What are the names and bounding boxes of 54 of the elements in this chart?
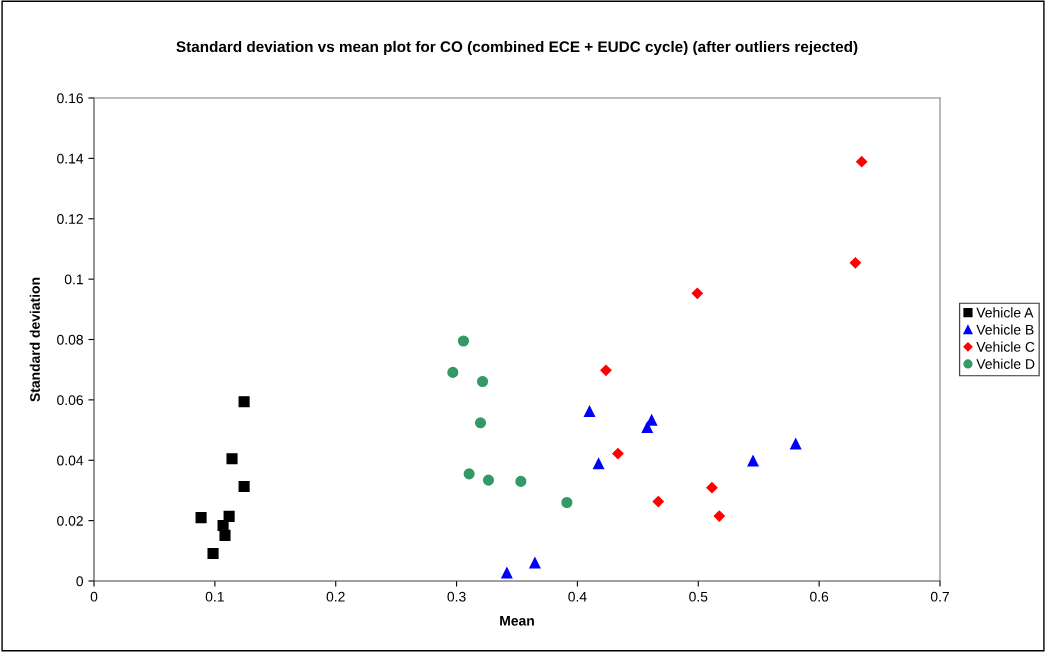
point bbox=[238, 480, 250, 493]
point bbox=[476, 375, 489, 388]
point bbox=[646, 414, 658, 426]
point bbox=[652, 496, 664, 508]
point bbox=[447, 366, 459, 378]
x-tick-label: 0.7 bbox=[930, 591, 949, 602]
point bbox=[457, 335, 470, 347]
point bbox=[849, 257, 862, 269]
x-axis-title: Mean bbox=[500, 615, 534, 626]
legend-label: Vehicle B bbox=[976, 324, 1034, 335]
point bbox=[223, 510, 235, 522]
y-tick-label: 0.06 bbox=[57, 395, 83, 406]
x-tick-label: 0 bbox=[90, 591, 98, 602]
point bbox=[226, 453, 238, 465]
legend-label: Vehicle D bbox=[976, 358, 1035, 369]
point bbox=[583, 405, 596, 417]
y-tick-label: 0.1 bbox=[64, 274, 83, 285]
point bbox=[790, 438, 802, 450]
point bbox=[482, 474, 495, 486]
point bbox=[706, 482, 718, 494]
y-tick-label: 0.04 bbox=[57, 455, 84, 466]
x-tick-label: 0.1 bbox=[205, 591, 224, 602]
x-tick-label: 0.4 bbox=[568, 591, 587, 602]
point bbox=[474, 417, 487, 429]
point bbox=[691, 287, 703, 299]
point bbox=[207, 547, 219, 560]
point bbox=[463, 468, 475, 480]
point bbox=[600, 364, 612, 376]
point bbox=[561, 496, 573, 509]
legend-label: Vehicle C bbox=[976, 341, 1035, 352]
x-tick-label: 0.5 bbox=[689, 591, 708, 602]
x-tick-label: 0.3 bbox=[447, 591, 466, 602]
point bbox=[515, 475, 527, 487]
point bbox=[219, 529, 231, 541]
x-tick-label: 0.2 bbox=[326, 591, 345, 602]
legend-label: Vehicle A bbox=[976, 307, 1034, 318]
y-tick-label: 0.14 bbox=[57, 153, 84, 164]
point bbox=[529, 557, 541, 569]
point bbox=[501, 567, 513, 579]
point bbox=[195, 512, 207, 524]
chart-title: Standard deviation vs mean plot for CO (combined ECE + EUDC cycle) (after outliers rejected) bbox=[176, 40, 858, 56]
y-tick-label: 0.02 bbox=[57, 515, 83, 526]
point bbox=[856, 156, 868, 168]
y-tick-label: 0.16 bbox=[57, 93, 83, 104]
point bbox=[612, 448, 624, 460]
point bbox=[238, 396, 250, 408]
x-tick-label: 0.6 bbox=[810, 591, 829, 602]
point bbox=[747, 455, 759, 467]
y-axis-title: Standard deviation bbox=[29, 277, 40, 402]
point bbox=[593, 458, 605, 470]
y-tick-label: 0 bbox=[76, 576, 84, 587]
y-tick-label: 0.12 bbox=[57, 214, 83, 224]
y-tick-label: 0.08 bbox=[57, 334, 83, 345]
point bbox=[713, 510, 725, 522]
